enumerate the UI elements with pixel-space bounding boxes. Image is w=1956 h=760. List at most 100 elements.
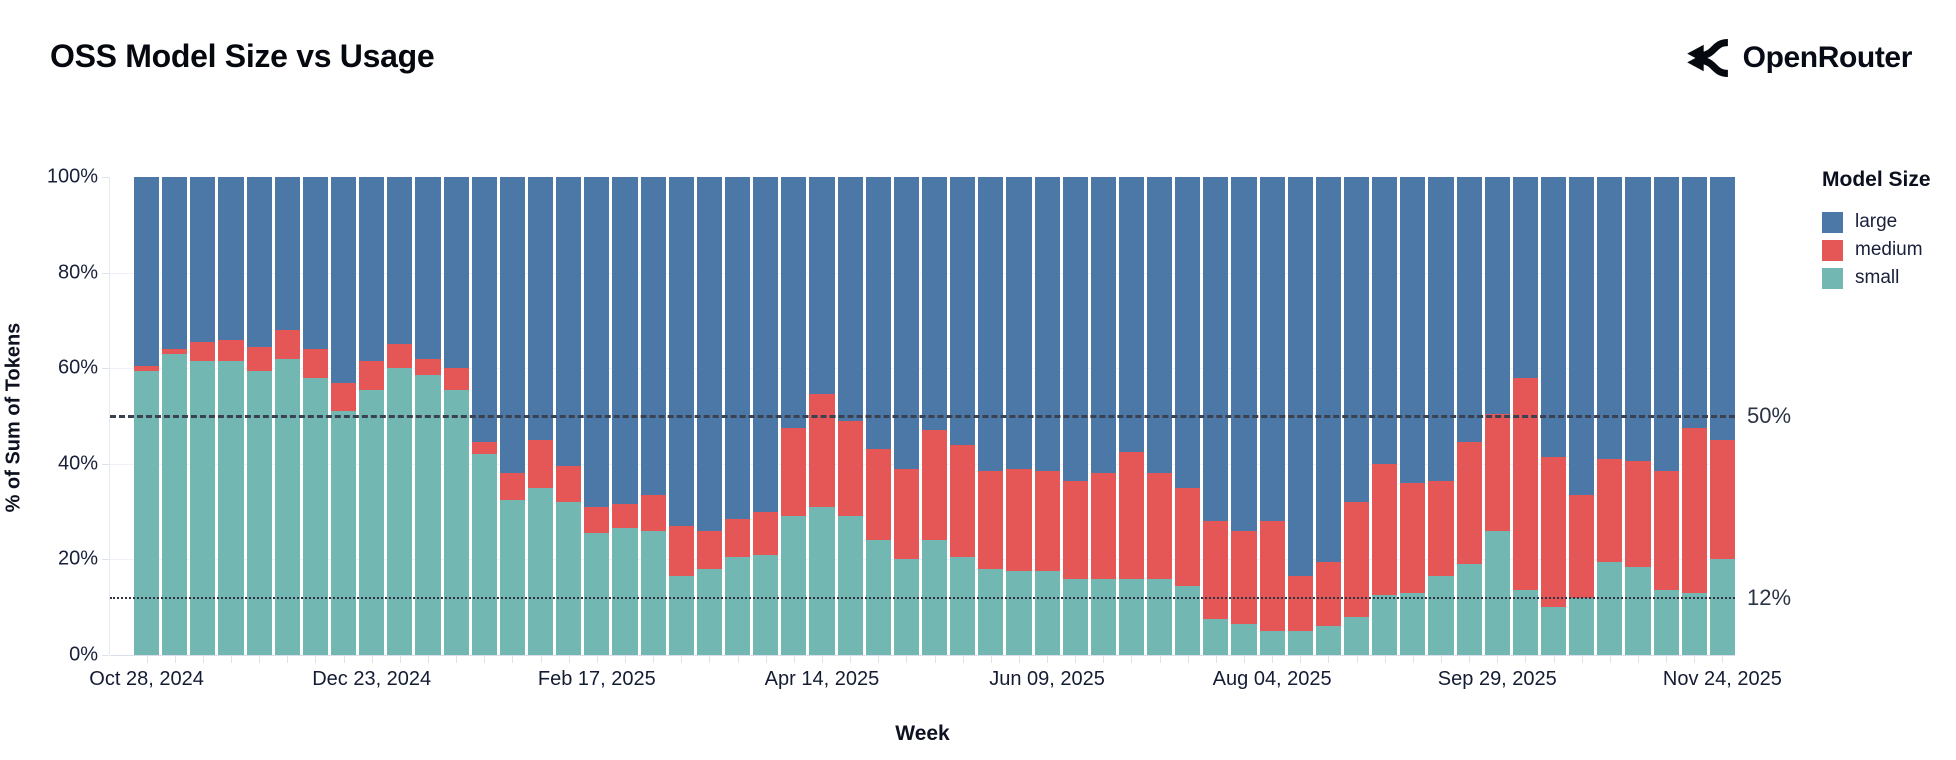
bar-week-2024-12-23[interactable] — [359, 177, 385, 655]
bar-week-2025-11-24[interactable] — [1709, 177, 1736, 655]
bar-week-2025-10-27[interactable] — [1597, 177, 1623, 655]
bar-week-2025-08-18[interactable] — [1315, 177, 1342, 655]
x-tick-mark — [1131, 656, 1133, 663]
x-tick-mark — [962, 656, 964, 663]
bar-week-2025-09-22[interactable] — [1456, 177, 1482, 655]
bar-week-2025-04-14[interactable] — [809, 177, 835, 655]
segment-medium — [1062, 480, 1088, 579]
bar-week-2025-01-27[interactable] — [499, 177, 525, 655]
x-tick-mark — [878, 656, 880, 663]
segment-medium — [584, 506, 610, 534]
segment-small — [668, 576, 694, 655]
bar-week-2025-06-23[interactable] — [1090, 177, 1116, 655]
bar-week-2024-12-02[interactable] — [274, 177, 300, 655]
bar-week-2025-03-31[interactable] — [753, 177, 779, 655]
bar-week-2024-11-04[interactable] — [162, 177, 188, 655]
bar-week-2025-04-28[interactable] — [865, 177, 891, 655]
bar-week-2025-02-03[interactable] — [527, 177, 554, 655]
bar-week-2025-06-02[interactable] — [1006, 177, 1032, 655]
bar-week-2025-03-10[interactable] — [668, 177, 694, 655]
bar-week-2025-10-20[interactable] — [1569, 177, 1595, 655]
segment-large — [415, 177, 441, 359]
segment-large — [584, 177, 610, 507]
x-tick-mark — [1525, 656, 1527, 663]
segment-medium — [1344, 502, 1370, 617]
bar-week-2025-03-03[interactable] — [640, 177, 666, 655]
bar-week-2025-01-06[interactable] — [415, 177, 441, 655]
bar-week-2025-07-07[interactable] — [1147, 177, 1173, 655]
segment-medium — [1597, 459, 1623, 562]
segment-small — [387, 368, 413, 655]
bar-week-2025-06-16[interactable] — [1062, 177, 1088, 655]
y-tick-label-40: 40% — [57, 452, 98, 475]
bar-week-2025-06-09[interactable] — [1034, 177, 1060, 655]
bar-week-2025-05-05[interactable] — [893, 177, 919, 655]
bar-week-2024-10-28[interactable] — [134, 177, 160, 655]
segment-small — [471, 454, 497, 655]
bar-week-2025-03-24[interactable] — [724, 177, 751, 655]
y-tick-mark — [102, 463, 109, 465]
x-tick-mark — [1722, 656, 1724, 663]
bar-week-2025-09-29[interactable] — [1484, 177, 1510, 655]
bar-week-2025-03-17[interactable] — [696, 177, 722, 655]
bar-week-2025-01-20[interactable] — [471, 177, 497, 655]
segment-small — [724, 557, 751, 655]
y-tick-mark — [102, 272, 109, 274]
x-tick-mark — [456, 656, 458, 663]
segment-large — [1597, 177, 1623, 460]
bar-week-2025-04-21[interactable] — [837, 177, 863, 655]
bar-week-2025-09-15[interactable] — [1428, 177, 1454, 655]
bar-week-2025-02-17[interactable] — [584, 177, 610, 655]
segment-large — [668, 177, 694, 526]
bar-week-2024-11-11[interactable] — [190, 177, 216, 655]
bar-week-2025-01-13[interactable] — [443, 177, 469, 655]
bar-week-2025-06-30[interactable] — [1118, 177, 1145, 655]
segment-small — [1315, 626, 1342, 655]
segment-small — [274, 358, 300, 655]
y-tick-label-80: 80% — [57, 261, 98, 284]
bar-week-2024-11-18[interactable] — [218, 177, 244, 655]
segment-medium — [1484, 413, 1510, 531]
segment-large — [1203, 177, 1229, 522]
segment-large — [724, 177, 751, 519]
bar-week-2025-08-04[interactable] — [1259, 177, 1285, 655]
bar-week-2025-05-26[interactable] — [978, 177, 1004, 655]
bar-week-2025-11-03[interactable] — [1625, 177, 1651, 655]
segment-medium — [330, 382, 357, 412]
openrouter-brand[interactable]: OpenRouter — [1685, 36, 1912, 80]
bar-week-2025-05-19[interactable] — [950, 177, 976, 655]
bar-week-2024-12-09[interactable] — [302, 177, 328, 655]
segment-small — [1006, 571, 1032, 655]
bar-week-2025-07-28[interactable] — [1231, 177, 1257, 655]
segment-large — [612, 177, 638, 505]
bar-week-2024-12-16[interactable] — [330, 177, 357, 655]
bar-week-2025-11-10[interactable] — [1653, 177, 1679, 655]
segment-large — [274, 177, 300, 330]
x-tick-mark — [287, 656, 289, 663]
bar-week-2025-09-08[interactable] — [1400, 177, 1426, 655]
x-tick-mark — [1187, 656, 1189, 663]
segment-medium — [1569, 494, 1595, 598]
segment-medium — [1118, 451, 1145, 579]
segment-large — [1484, 177, 1510, 414]
segment-small — [134, 370, 160, 655]
segment-small — [443, 389, 469, 655]
bar-week-2025-08-11[interactable] — [1287, 177, 1313, 655]
bar-week-2025-10-06[interactable] — [1512, 177, 1539, 655]
x-tick-mark — [146, 656, 148, 663]
x-tick-label-2025-06-09: Jun 09, 2025 — [989, 668, 1105, 690]
segment-small — [809, 506, 835, 655]
bar-week-2025-02-24[interactable] — [612, 177, 638, 655]
bar-week-2025-07-21[interactable] — [1203, 177, 1229, 655]
bar-week-2025-04-07[interactable] — [781, 177, 807, 655]
openrouter-logo-icon — [1685, 36, 1729, 80]
segment-small — [1344, 616, 1370, 655]
bar-week-2025-11-17[interactable] — [1681, 177, 1707, 655]
x-tick-mark — [540, 656, 542, 663]
segment-large — [190, 177, 216, 342]
segment-medium — [1231, 530, 1257, 624]
bar-week-2025-10-13[interactable] — [1541, 177, 1567, 655]
segment-large — [1006, 177, 1032, 469]
segment-small — [612, 528, 638, 655]
segment-large — [1062, 177, 1088, 481]
